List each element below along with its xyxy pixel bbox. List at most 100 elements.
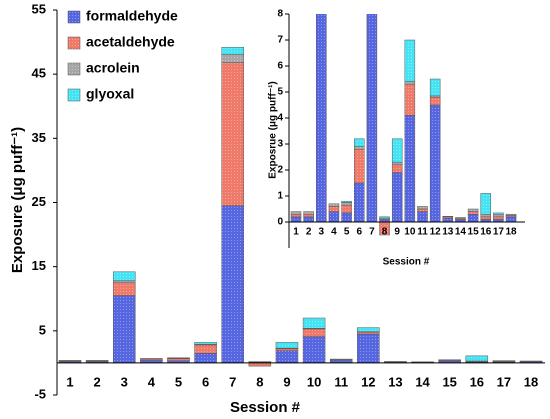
bar-segment (290, 213, 302, 218)
bar-segment (357, 333, 380, 364)
bar-segment (357, 327, 380, 333)
bar-segment (302, 336, 326, 364)
bar-segment (404, 115, 416, 223)
x-axis-label: Session # (230, 399, 301, 416)
bar-segment (480, 216, 491, 220)
bar-segment (493, 213, 504, 218)
x-tick-label: 8 (382, 227, 388, 238)
bar-segment (354, 148, 365, 184)
bar-segment (275, 342, 299, 349)
bar-segment (85, 360, 109, 362)
bar-segment (221, 54, 244, 63)
bar-segment (493, 216, 504, 220)
bar-segment (194, 344, 217, 354)
legend-swatch (67, 10, 81, 24)
bar-segment (480, 213, 491, 218)
bar-segment (290, 211, 302, 215)
x-tick-label: 6 (202, 374, 209, 389)
x-tick-label: 1 (293, 227, 299, 238)
x-tick-label: 3 (121, 374, 128, 389)
bar-segment (302, 328, 326, 337)
bar-segment (194, 342, 217, 345)
x-tick-label: 1 (66, 374, 73, 389)
bar-segment (112, 280, 136, 283)
bar-segment (455, 217, 466, 219)
bar-segment (467, 211, 479, 215)
y-tick-label: 2 (277, 165, 283, 176)
y-tick-label: -5 (34, 386, 46, 401)
bar-segment (341, 202, 352, 206)
bar-segment (290, 216, 302, 223)
inset-plot (290, 14, 517, 236)
legend-swatch (67, 36, 81, 50)
x-tick-label: 6 (356, 227, 362, 238)
bar-segment (328, 211, 340, 223)
bar-segment (302, 317, 326, 329)
bar-segment (354, 138, 365, 147)
bar-segment (391, 138, 403, 163)
bar-segment (391, 164, 403, 173)
bar-segment (404, 81, 416, 85)
x-tick-label: 12 (361, 374, 375, 389)
legend-label: formaldehyde (86, 8, 178, 24)
bar-segment (112, 295, 136, 364)
bar-segment (112, 282, 136, 296)
bar-segment (357, 331, 380, 335)
x-tick-label: 7 (229, 374, 236, 389)
x-tick-label: 10 (307, 374, 321, 389)
bar-segment (275, 350, 299, 364)
bar-segment (341, 200, 352, 203)
bar-segment (467, 213, 479, 223)
x-tick-label: 5 (175, 374, 182, 389)
x-tick-label: 18 (505, 227, 517, 238)
bar-segment (303, 211, 314, 215)
x-tick-label: 4 (331, 227, 337, 238)
bar-segment (354, 182, 365, 223)
bar-segment (354, 146, 365, 150)
x-tick-label: 7 (369, 227, 375, 238)
x-tick-label: 3 (319, 227, 325, 238)
legend-swatch (67, 62, 81, 76)
bar-segment (438, 359, 461, 361)
bar-segment (329, 358, 353, 360)
x-tick-label: 15 (442, 374, 456, 389)
legend-label: glyoxal (86, 86, 134, 102)
bar-segment (341, 204, 352, 214)
y-tick-label: 45 (32, 66, 46, 81)
x-tick-label: 2 (306, 227, 312, 238)
bar-segment (417, 208, 428, 212)
bar-segment (303, 216, 314, 223)
bar-segment (442, 216, 454, 218)
bar-segment (221, 62, 244, 206)
y-tick-label: 7 (277, 35, 283, 46)
x-tick-label: 11 (334, 374, 348, 389)
y-tick-label: 1 (277, 191, 283, 202)
y-tick-label: 8 (277, 9, 283, 20)
bar-segment (112, 271, 136, 282)
bar-segment (404, 83, 416, 116)
x-tick-label: 12 (430, 227, 442, 238)
y-tick-label: 25 (32, 194, 46, 209)
bar-segment (404, 39, 416, 82)
bar-segment (316, 14, 327, 223)
bar-segment (167, 358, 190, 361)
y-tick-label: 3 (277, 139, 283, 150)
legend-swatch (67, 88, 81, 102)
y-axis-label: Exposure (μg puff⁻¹) (9, 127, 26, 273)
x-tick-label: 4 (148, 374, 156, 389)
x-tick-label: 8 (256, 374, 263, 389)
bar-segment (429, 104, 441, 223)
y-tick-label: 15 (32, 258, 46, 273)
x-tick-label: 9 (283, 374, 290, 389)
bar-segment (429, 78, 441, 97)
x-tick-label: 13 (388, 374, 402, 389)
bar-segment (221, 46, 244, 55)
bar-segment (442, 217, 454, 223)
bar-segment (341, 212, 352, 223)
inset-y-axis-label: Exposrue (μg puff⁻¹) (268, 81, 279, 179)
bar-segment (493, 212, 504, 215)
x-tick-label: 2 (94, 374, 101, 389)
x-tick-label: 9 (394, 227, 400, 238)
bar-segment (467, 208, 479, 212)
bar-segment (303, 213, 314, 218)
